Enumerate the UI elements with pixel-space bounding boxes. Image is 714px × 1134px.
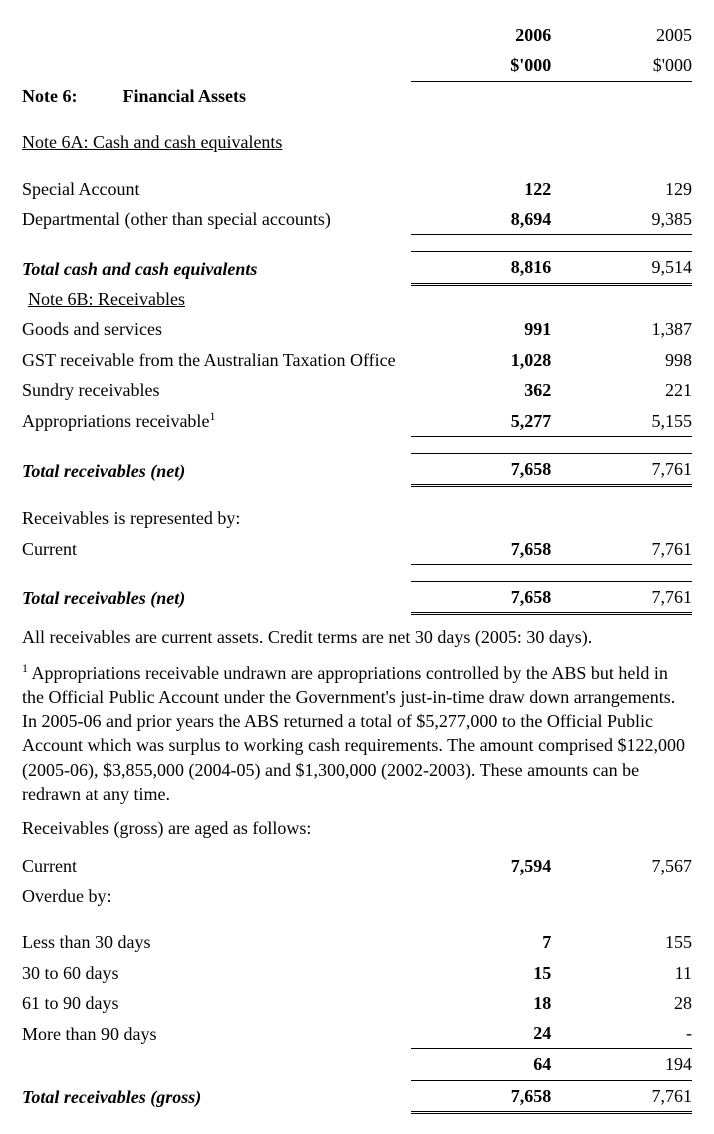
footnote-ref-1: 1 xyxy=(209,409,215,423)
col-unit-1: $'000 xyxy=(411,50,552,81)
col-unit-2: $'000 xyxy=(551,50,692,81)
para-credit-terms: All receivables are current assets. Cred… xyxy=(22,625,692,649)
row-total-cash: Total cash and cash equivalents 8,816 9,… xyxy=(22,252,692,284)
row-total-recv-net-2: Total receivables (net) 7,658 7,761 xyxy=(22,581,692,613)
row-appropriations: Appropriations receivable1 5,277 5,155 xyxy=(22,405,692,436)
row-special-account: Special Account 122 129 xyxy=(22,174,692,204)
row-gst: GST receivable from the Australian Taxat… xyxy=(22,345,692,375)
receivables-represented-by: Receivables is represented by: xyxy=(22,503,411,533)
col-year-2005: 2005 xyxy=(551,20,692,50)
overdue-by-label: Overdue by: xyxy=(22,881,411,911)
row-3060: 30 to 60 days 15 11 xyxy=(22,958,692,988)
row-goods: Goods and services 991 1,387 xyxy=(22,314,692,344)
note6b-heading: Note 6B: Receivables xyxy=(22,284,411,314)
note6a-heading: Note 6A: Cash and cash equivalents xyxy=(22,127,411,157)
row-lt30: Less than 30 days 7 155 xyxy=(22,927,692,957)
row-overdue-subtotal: 64 194 xyxy=(22,1049,692,1080)
row-6190: 61 to 90 days 18 28 xyxy=(22,988,692,1018)
aged-table: Current 7,594 7,567 Overdue by: Less tha… xyxy=(22,851,692,1114)
row-current: Current 7,658 7,761 xyxy=(22,534,692,565)
col-year-2006: 2006 xyxy=(411,20,552,50)
row-aged-current: Current 7,594 7,567 xyxy=(22,851,692,881)
row-gt90: More than 90 days 24 - xyxy=(22,1018,692,1049)
aged-title: Receivables (gross) are aged as follows: xyxy=(22,816,692,840)
row-sundry: Sundry receivables 362 221 xyxy=(22,375,692,405)
note6-heading: Note 6: Financial Assets xyxy=(22,81,411,111)
row-total-recv-net: Total receivables (net) 7,658 7,761 xyxy=(22,454,692,486)
para-footnote-1: 1 Appropriations receivable undrawn are … xyxy=(22,660,692,807)
row-total-gross: Total receivables (gross) 7,658 7,761 xyxy=(22,1080,692,1112)
row-departmental: Departmental (other than special account… xyxy=(22,204,692,235)
financial-table: 2006 2005 $'000 $'000 Note 6: Financial … xyxy=(22,20,692,615)
